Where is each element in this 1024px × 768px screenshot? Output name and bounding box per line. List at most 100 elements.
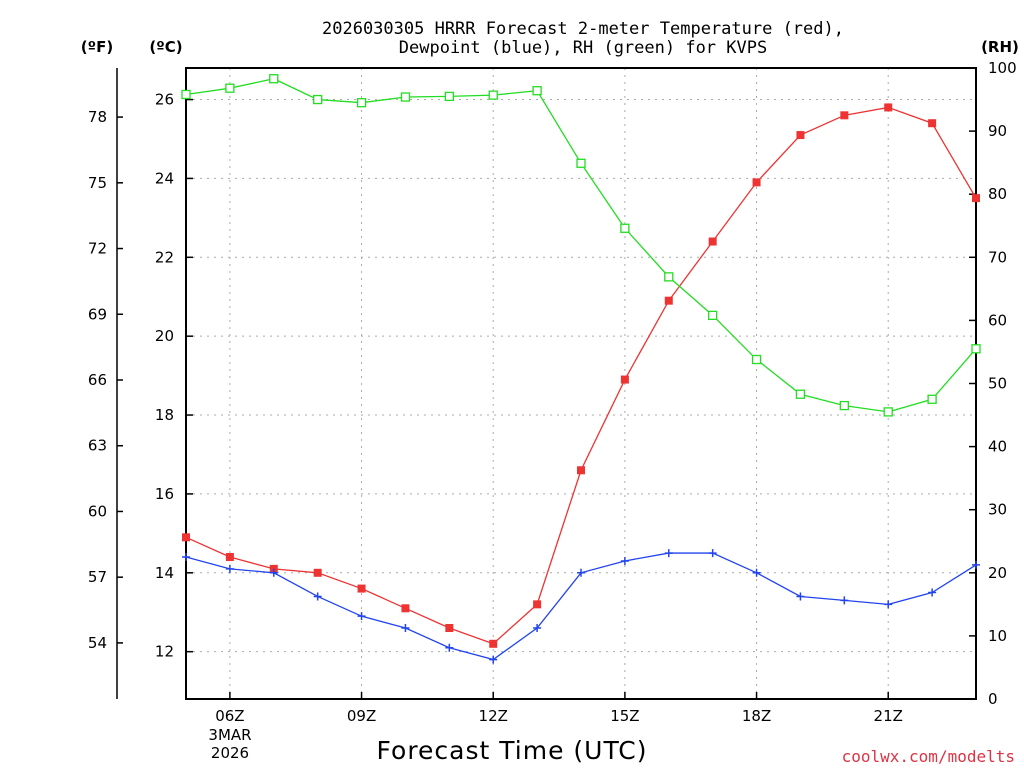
rh-tick-label: 0 [988, 690, 998, 708]
series-temperature [182, 103, 980, 648]
rh-tick-label: 10 [988, 627, 1007, 645]
dewpoint-point [445, 643, 454, 652]
fahrenheit-tick-label: 63 [88, 437, 107, 455]
fahrenheit-tick-label: 66 [88, 371, 107, 389]
temperature-point [972, 194, 980, 203]
rh-tick-label: 30 [988, 501, 1007, 519]
chart-title-line2: Dewpoint (blue), RH (green) for KVPS [399, 38, 767, 58]
dewpoint-point [313, 592, 322, 601]
x-tick-label: 09Z [347, 707, 376, 725]
temperature-point [664, 296, 673, 305]
dewpoint-point [489, 655, 498, 664]
temperature-point [620, 375, 629, 384]
celsius-tick-label: 16 [155, 485, 174, 503]
rh-line [185, 78, 977, 413]
rh-point [225, 83, 235, 93]
dewpoint-point [533, 624, 542, 633]
rh-point [751, 354, 762, 365]
temperature-point [489, 639, 498, 648]
temperature-point [225, 553, 234, 562]
dewpoint-point [182, 553, 190, 562]
temperature-point [182, 533, 190, 542]
rh-tick-label: 70 [988, 248, 1007, 266]
dewpoint-point [796, 592, 805, 601]
rh-point [576, 158, 586, 168]
rh-point [488, 90, 498, 100]
celsius-tick-label: 12 [155, 643, 174, 661]
date-label-year: 2026 [211, 744, 249, 762]
source-credit: coolwx.com/modelts [842, 747, 1015, 766]
fahrenheit-tick-label: 75 [88, 174, 107, 192]
fahrenheit-tick-label: 78 [88, 108, 107, 126]
rh-point [883, 407, 893, 417]
temperature-point [840, 111, 849, 120]
dewpoint-point [577, 568, 585, 577]
fahrenheit-tick-label: 69 [88, 305, 107, 323]
temperature-point [577, 466, 585, 475]
rh-tick-label: 50 [988, 375, 1007, 393]
rh-point [620, 223, 630, 233]
rh-point [927, 394, 937, 404]
rh-tick-label: 80 [988, 185, 1007, 203]
plot-axes [116, 67, 977, 700]
celsius-unit-label: (ºC) [149, 38, 182, 56]
data-series [181, 74, 981, 664]
rh-point [532, 86, 542, 96]
rh-point [708, 310, 718, 321]
axis-ticks: 12 14 16 18 20 22 24 26 54 57 60 63 66 69 72 75 78 0 10 20 3… [88, 59, 1017, 725]
x-tick-label: 18Z [742, 707, 771, 725]
rh-point [400, 92, 411, 102]
x-tick-label: 21Z [874, 707, 903, 725]
rh-tick-label: 90 [988, 122, 1007, 140]
dewpoint-point [928, 588, 937, 597]
temperature-point [401, 604, 410, 613]
rh-unit-label: (RH) [981, 38, 1019, 56]
rh-point [971, 344, 981, 354]
dewpoint-point [225, 564, 234, 573]
rh-point [795, 389, 806, 399]
x-tick-label: 12Z [479, 707, 508, 725]
rh-point [444, 91, 454, 102]
rh-point [839, 400, 849, 411]
temperature-point [533, 600, 542, 609]
celsius-tick-label: 22 [155, 248, 174, 266]
dewpoint-point [708, 549, 717, 558]
temperature-point [357, 584, 366, 593]
series-rh [181, 74, 981, 417]
dewpoint-point [972, 560, 980, 569]
dewpoint-point [401, 624, 410, 633]
rh-point [664, 272, 674, 282]
rh-tick-label: 60 [988, 311, 1007, 329]
dewpoint-point [884, 600, 893, 609]
temperature-point [752, 178, 761, 187]
dewpoint-point [269, 568, 278, 577]
temperature-point [796, 131, 805, 140]
rh-point [269, 74, 279, 84]
rh-point [356, 98, 367, 108]
celsius-tick-label: 26 [155, 91, 174, 109]
temperature-point [708, 237, 717, 246]
celsius-tick-label: 18 [155, 406, 174, 424]
dewpoint-point [752, 568, 761, 577]
x-tick-label: 15Z [610, 707, 639, 725]
fahrenheit-tick-label: 60 [88, 502, 107, 520]
celsius-tick-label: 20 [155, 327, 174, 345]
plot-gridlines [186, 68, 976, 699]
dewpoint-point [664, 549, 673, 558]
chart-title-line1: 2026030305 HRRR Forecast 2-meter Tempera… [322, 19, 844, 39]
rh-point [313, 94, 323, 105]
fahrenheit-unit-label: (ºF) [81, 38, 113, 56]
temperature-point [928, 119, 937, 128]
rh-tick-label: 100 [988, 59, 1017, 77]
temperature-point [445, 624, 454, 633]
temperature-line [185, 106, 977, 645]
rh-point [181, 89, 191, 100]
date-label-month: 3MAR [208, 726, 251, 744]
fahrenheit-tick-label: 57 [88, 568, 107, 586]
x-tick-label: 06Z [215, 707, 244, 725]
dewpoint-point [620, 556, 629, 565]
series-dewpoint [182, 549, 980, 664]
x-axis-label: Forecast Time (UTC) [377, 736, 648, 765]
celsius-tick-label: 14 [155, 564, 174, 582]
